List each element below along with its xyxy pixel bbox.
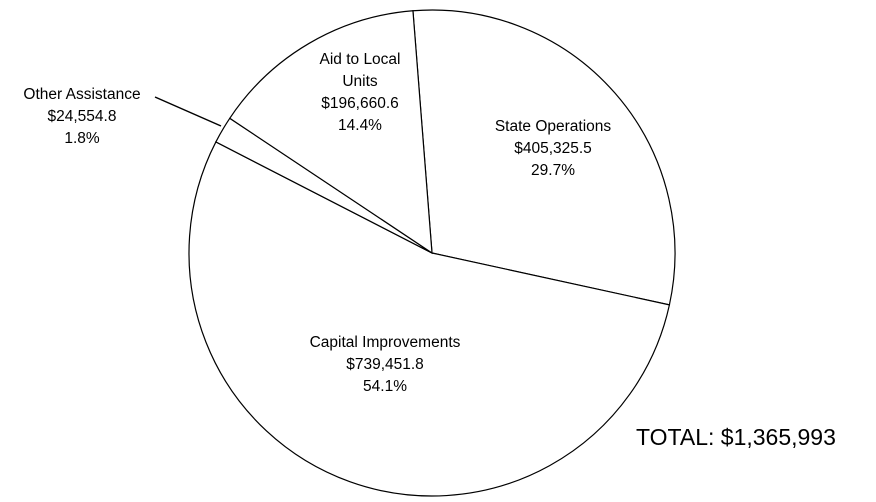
slice-label: State Operations $405,325.5 29.7% bbox=[495, 116, 611, 182]
pie-slice bbox=[188, 141, 671, 497]
pie-slice bbox=[412, 9, 676, 306]
percent-label: 1.8% bbox=[64, 130, 100, 147]
category-name: Aid to Local Units bbox=[319, 51, 401, 90]
slice-label: Capital Improvements $739,451.8 54.1% bbox=[310, 332, 461, 398]
percent-label: 14.4% bbox=[338, 117, 382, 134]
percent-label: 54.1% bbox=[363, 378, 407, 395]
percent-label: 29.7% bbox=[531, 162, 575, 179]
slice-label: Other Assistance $24,554.8 1.8% bbox=[23, 84, 140, 150]
leader-line bbox=[154, 96, 222, 127]
category-name: Capital Improvements bbox=[309, 334, 461, 351]
pie-slice bbox=[228, 10, 433, 255]
slice-label: Aid to Local Units $196,660.6 14.4% bbox=[310, 49, 410, 137]
category-name: Other Assistance bbox=[23, 86, 141, 103]
category-name: State Operations bbox=[494, 118, 612, 135]
total-annotation: TOTAL: $1,365,993 bbox=[636, 424, 836, 450]
value-label: $24,554.8 bbox=[47, 108, 117, 125]
value-label: $405,325.5 bbox=[514, 140, 592, 157]
value-label: $196,660.6 bbox=[321, 95, 399, 112]
value-label: $739,451.8 bbox=[346, 356, 424, 373]
